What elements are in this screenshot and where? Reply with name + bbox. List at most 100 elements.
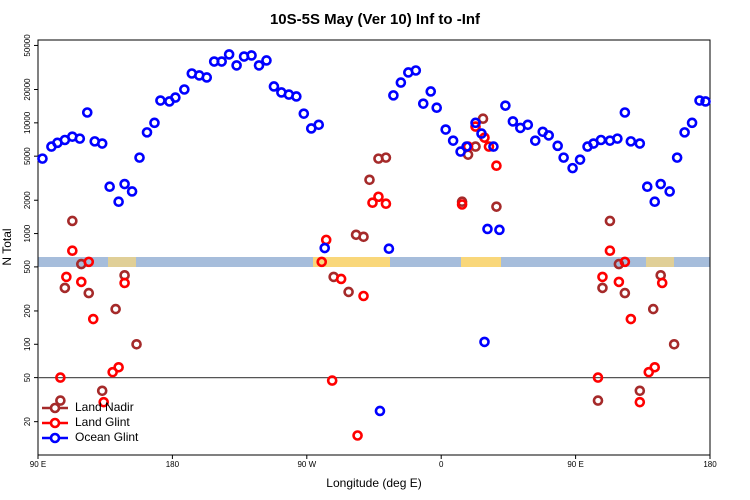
- point: [543, 130, 555, 141]
- point: [155, 95, 166, 106]
- point: [110, 303, 121, 315]
- point: [113, 361, 124, 373]
- point: [335, 273, 347, 285]
- point: [96, 385, 108, 397]
- point: [592, 372, 604, 383]
- point: [482, 223, 493, 235]
- point: [37, 153, 48, 164]
- point: [316, 256, 328, 268]
- point: [141, 127, 153, 138]
- point: [55, 372, 66, 383]
- point: [81, 107, 93, 118]
- point: [500, 100, 511, 111]
- point: [61, 271, 72, 283]
- point: [488, 141, 499, 152]
- point: [410, 65, 422, 76]
- point: [96, 138, 108, 149]
- point: [649, 196, 661, 207]
- point: [456, 199, 468, 210]
- point: [343, 286, 354, 298]
- x-tick-label: 90 W: [297, 460, 316, 469]
- point: [326, 375, 338, 386]
- point: [113, 196, 124, 207]
- point: [380, 198, 392, 210]
- point: [634, 396, 646, 408]
- point: [655, 178, 667, 190]
- point: [261, 55, 272, 66]
- point: [223, 49, 235, 60]
- point: [619, 287, 631, 299]
- point: [470, 121, 481, 132]
- legend-label: Ocean Glint: [75, 430, 139, 444]
- y-tick-label: 2000: [23, 191, 32, 209]
- point: [625, 313, 637, 325]
- point: [479, 336, 490, 348]
- point: [320, 234, 332, 246]
- point: [55, 395, 66, 406]
- x-tick-label: 180: [703, 460, 717, 469]
- point: [364, 174, 375, 186]
- legend-label: Land Nadir: [75, 400, 134, 414]
- y-tick-label: 1000: [23, 224, 32, 242]
- plot-frame: [37, 39, 711, 456]
- y-tick-label: 20000: [23, 78, 32, 101]
- point: [634, 138, 646, 149]
- point: [179, 84, 190, 95]
- point: [604, 215, 616, 227]
- point: [119, 178, 130, 190]
- point: [507, 116, 519, 127]
- point: [592, 395, 604, 406]
- point: [491, 201, 502, 212]
- point: [625, 136, 637, 147]
- point: [461, 141, 472, 152]
- point: [67, 245, 78, 257]
- legend-marker: [49, 417, 61, 429]
- point: [567, 162, 578, 174]
- point: [373, 191, 384, 203]
- point: [383, 243, 395, 254]
- x-tick-label: 0: [439, 460, 444, 469]
- point: [119, 277, 130, 289]
- y-tick-label: 200: [23, 304, 32, 318]
- point: [679, 127, 690, 138]
- point: [574, 154, 586, 165]
- y-tick-label: 10000: [23, 111, 32, 134]
- point: [83, 256, 95, 268]
- point: [104, 181, 115, 192]
- point: [87, 313, 99, 325]
- point: [431, 102, 443, 114]
- y-tick-label: 20: [23, 417, 32, 426]
- y-tick-label: 500: [23, 260, 32, 274]
- point: [367, 197, 378, 208]
- x-axis-label: Longitude (deg E): [326, 476, 421, 490]
- point: [647, 303, 659, 315]
- point: [613, 276, 625, 288]
- point: [216, 56, 227, 67]
- x-tick-label: 180: [166, 460, 180, 469]
- point: [668, 338, 680, 350]
- point: [74, 133, 86, 144]
- point: [595, 134, 607, 146]
- point: [529, 135, 541, 146]
- point: [619, 107, 631, 118]
- point: [440, 124, 451, 135]
- point: [126, 186, 138, 197]
- point: [246, 50, 257, 61]
- point: [170, 92, 181, 103]
- point: [558, 152, 569, 163]
- y-axis-label: N Total: [0, 228, 14, 265]
- point: [634, 385, 646, 397]
- point: [253, 60, 265, 71]
- point: [352, 430, 363, 441]
- point: [425, 86, 437, 97]
- point: [67, 215, 78, 227]
- point: [231, 60, 242, 71]
- point: [597, 282, 608, 294]
- point: [649, 361, 661, 373]
- point: [319, 242, 331, 254]
- x-tick-label: 90 E: [567, 460, 583, 469]
- point: [201, 72, 213, 83]
- point: [380, 152, 392, 163]
- point: [291, 91, 302, 102]
- point: [298, 108, 310, 119]
